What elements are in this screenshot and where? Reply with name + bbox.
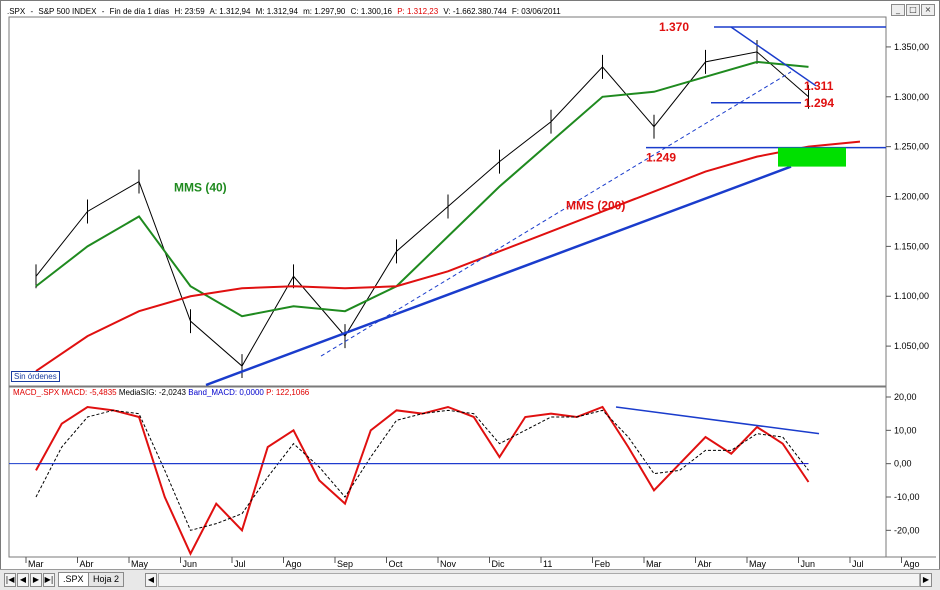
x-tick-label: Abr — [698, 559, 712, 569]
macd-tick-label: 20,00 — [894, 392, 917, 402]
price-tick-label: 1.250,00 — [894, 142, 929, 152]
macd-title: MACD_.SPX — [13, 388, 60, 397]
x-tick-label: Nov — [440, 559, 457, 569]
x-tick-label: 11 — [543, 559, 552, 569]
x-tick-label: Dic — [492, 559, 505, 569]
price-header: .SPX - S&P 500 INDEX - Fin de día 1 días… — [7, 7, 561, 16]
macd-header: MACD_.SPX MACD: -5,4835 MediaSIG: -2,024… — [13, 388, 309, 397]
annotation-1370: 1.370 — [659, 20, 689, 34]
header-name: S&P 500 INDEX — [38, 7, 97, 16]
x-tick-label: May — [131, 559, 149, 569]
annotation-mms200: MMS (200) — [566, 198, 625, 212]
price-tick-label: 1.200,00 — [894, 192, 929, 202]
macd-tick-label: -10,00 — [894, 492, 920, 502]
macd-band: Band_MACD: 0,0000 — [188, 388, 264, 397]
macd-tick-label: -20,00 — [894, 525, 920, 535]
x-tick-label: Ago — [286, 559, 302, 569]
price-tick-label: 1.300,00 — [894, 92, 929, 102]
last-icon[interactable]: ▶| — [43, 573, 55, 587]
first-icon[interactable]: |◀ — [4, 573, 16, 587]
minimize-icon[interactable]: _ — [891, 4, 905, 16]
annotation-1311: 1.311 — [804, 79, 834, 93]
support-trendline — [205, 165, 792, 387]
x-tick-label: Sep — [337, 559, 353, 569]
price-tick-label: 1.150,00 — [894, 241, 929, 251]
macd-trendline — [615, 406, 820, 435]
x-tick-label: May — [749, 559, 767, 569]
header-period: Fin de día 1 días — [109, 7, 170, 16]
annotation-1249: 1.249 — [646, 151, 676, 165]
header-date: F: 03/06/2011 — [511, 7, 561, 16]
annotation-1294: 1.294 — [804, 96, 834, 110]
header-symbol: .SPX — [7, 7, 26, 16]
scroll-right-icon[interactable]: ▶ — [920, 573, 932, 587]
green-target-zone — [778, 147, 846, 167]
tab-spx[interactable]: .SPX — [58, 572, 89, 587]
header-low: m: 1.297,90 — [303, 7, 346, 16]
x-tick-label: Ago — [904, 559, 920, 569]
header-hour: H: 23:59 — [174, 7, 205, 16]
x-tick-label: Jun — [801, 559, 816, 569]
price-tick-label: 1.050,00 — [894, 341, 929, 351]
price-series-line — [35, 140, 861, 372]
chart-area[interactable]: 1.350,00 1.300,00 1.250,00 1.200,00 1.150,00… — [1, 1, 940, 570]
x-tick-label: Feb — [595, 559, 611, 569]
scroll-left-icon[interactable]: ◀ — [145, 573, 157, 587]
descending-trendline — [730, 26, 817, 87]
macd-tick-label: 0,00 — [894, 459, 912, 469]
macd-tick-label: 10,00 — [894, 425, 917, 435]
tab-hoja-2[interactable]: Hoja 2 — [88, 572, 125, 587]
macd-series-line — [35, 405, 810, 556]
macd-series-line — [35, 409, 809, 531]
header-high: M: 1.312,94 — [255, 7, 298, 16]
price-series-line — [35, 60, 809, 318]
macd-signal: MediaSIG: -2,0243 — [118, 388, 186, 397]
dashed-trendline — [320, 71, 792, 357]
x-tick-label: Abr — [80, 559, 94, 569]
macd-value: MACD: -5,4835 — [61, 388, 117, 397]
x-tick-label: Mar — [646, 559, 662, 569]
header-open: A: 1.312,94 — [209, 7, 251, 16]
header-change: P: 1.312,23 — [397, 7, 439, 16]
prev-icon[interactable]: ◀ — [17, 573, 29, 587]
x-tick-label: Jun — [183, 559, 198, 569]
next-icon[interactable]: ▶ — [30, 573, 42, 587]
annotation-mms40: MMS (40) — [174, 181, 227, 195]
x-tick-label: Jul — [234, 559, 246, 569]
maximize-icon[interactable]: □ — [906, 4, 920, 16]
close-icon[interactable]: × — [921, 4, 935, 16]
sin-ordenes-button[interactable]: Sin órdenes — [11, 371, 60, 382]
x-tick-label: Mar — [28, 559, 44, 569]
x-tick-label: Jul — [852, 559, 864, 569]
price-series-line — [35, 51, 809, 367]
macd-p: P: 122,1066 — [266, 388, 310, 397]
header-close: C: 1.300,16 — [350, 7, 392, 16]
horizontal-scrollbar[interactable] — [158, 573, 920, 587]
sheet-tabs: |◀ ◀ ▶ ▶| .SPX Hoja 2 ◀ ▶ — [0, 569, 940, 590]
price-tick-label: 1.100,00 — [894, 291, 929, 301]
header-volume: V: -1.662.380.744 — [443, 7, 507, 16]
x-tick-label: Oct — [389, 559, 404, 569]
price-tick-label: 1.350,00 — [894, 42, 929, 52]
